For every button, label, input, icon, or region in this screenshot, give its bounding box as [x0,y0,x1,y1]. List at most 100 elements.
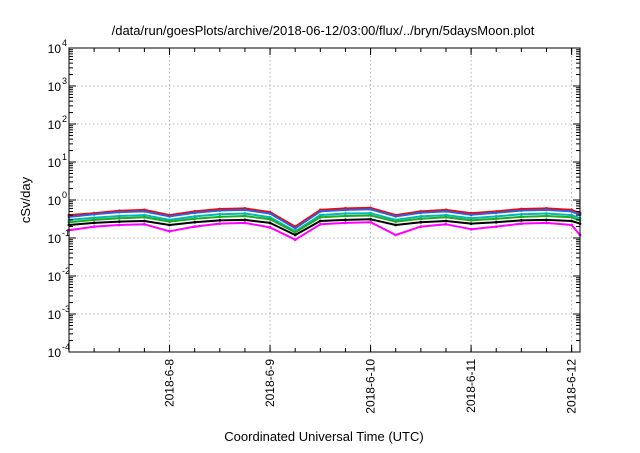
data-point [570,213,573,217]
y-tick-exponent: -1 [62,228,70,238]
data-point [494,215,498,218]
y-tick-base: 10 [48,232,62,246]
data-point [293,231,297,234]
data-point [419,215,423,218]
y-tick-base: 10 [48,80,62,94]
data-point [394,233,398,237]
data-point [193,220,197,224]
y-tick-label: 10 -2 [48,266,70,284]
data-point [369,207,372,211]
y-tick-base: 10 [48,42,62,56]
data-point [243,214,247,218]
y-tick-label: 10 -1 [48,228,70,246]
data-point [193,217,197,221]
data-point [117,223,121,227]
data-point [293,233,297,237]
series-line [68,212,581,233]
data-point [318,219,322,223]
data-point [545,212,548,215]
data-point [344,212,347,215]
data-point [570,223,573,227]
y-tick-base: 10 [48,308,62,322]
data-point [394,223,398,227]
data-point [570,219,573,223]
data-point [369,211,372,215]
data-point [494,217,498,221]
data-point [469,222,473,226]
series-line [68,206,581,228]
y-tick-exponent: 4 [62,38,67,48]
data-point [494,220,498,224]
data-point [520,215,523,219]
data-point [117,216,121,220]
data-point [218,212,222,216]
x-tick-label: 2018-6-8 [163,359,177,407]
data-point [394,215,398,218]
y-tick-label: 10 3 [48,76,67,94]
data-point [318,215,322,219]
data-point [469,219,473,222]
y-axis-label: cSv/day [18,176,33,223]
data-point [344,221,347,225]
data-point [293,238,297,242]
x-tick-label: 2018-6-10 [364,359,378,414]
data-point [444,219,448,223]
data-point [243,212,247,215]
data-point [92,216,96,220]
data-point [494,211,498,215]
data-point [117,210,121,214]
data-point [143,213,146,217]
data-point [193,215,197,218]
y-tick-label: 10 2 [48,114,67,132]
data-point [268,215,272,219]
data-point [545,208,548,212]
data-point [92,218,96,222]
data-point [444,213,448,217]
data-point [469,213,473,217]
data-point [117,220,121,224]
y-tick-base: 10 [48,156,62,170]
y-tick-exponent: -3 [62,304,70,314]
data-point [344,218,347,222]
data-point [469,216,473,220]
data-point [570,215,573,219]
series-line [68,208,581,230]
data-point [545,218,548,222]
y-tick-exponent: 0 [62,190,67,200]
data-point [318,222,322,226]
y-tick-label: 10 -4 [48,342,70,360]
data-point [369,217,372,221]
data-point [218,222,222,226]
data-point [143,210,146,213]
series-line [68,221,581,241]
y-tick-base: 10 [48,194,62,208]
y-tick-base: 10 [48,346,62,360]
data-point [92,212,96,216]
data-point [469,227,473,231]
data-point [344,208,347,212]
data-point [419,220,423,224]
series-group [67,206,582,242]
data-point [419,211,423,215]
y-tick-label: 10 1 [48,152,67,170]
data-point [193,211,197,215]
data-point [268,217,272,221]
grid [69,48,580,352]
data-point [419,225,423,229]
data-point [243,221,247,225]
data-point [545,214,548,218]
y-tick-base: 10 [48,270,62,284]
data-point [117,214,121,218]
y-tick-label: 10 0 [48,190,67,208]
data-point [92,225,96,229]
y-tick-exponent: -4 [62,342,70,352]
y-tick-base: 10 [48,118,62,132]
data-point [268,226,272,229]
data-point [168,220,171,224]
y-tick-label: 10 4 [48,38,67,56]
series-line [68,218,581,236]
data-point [520,219,523,222]
data-point [193,225,197,229]
